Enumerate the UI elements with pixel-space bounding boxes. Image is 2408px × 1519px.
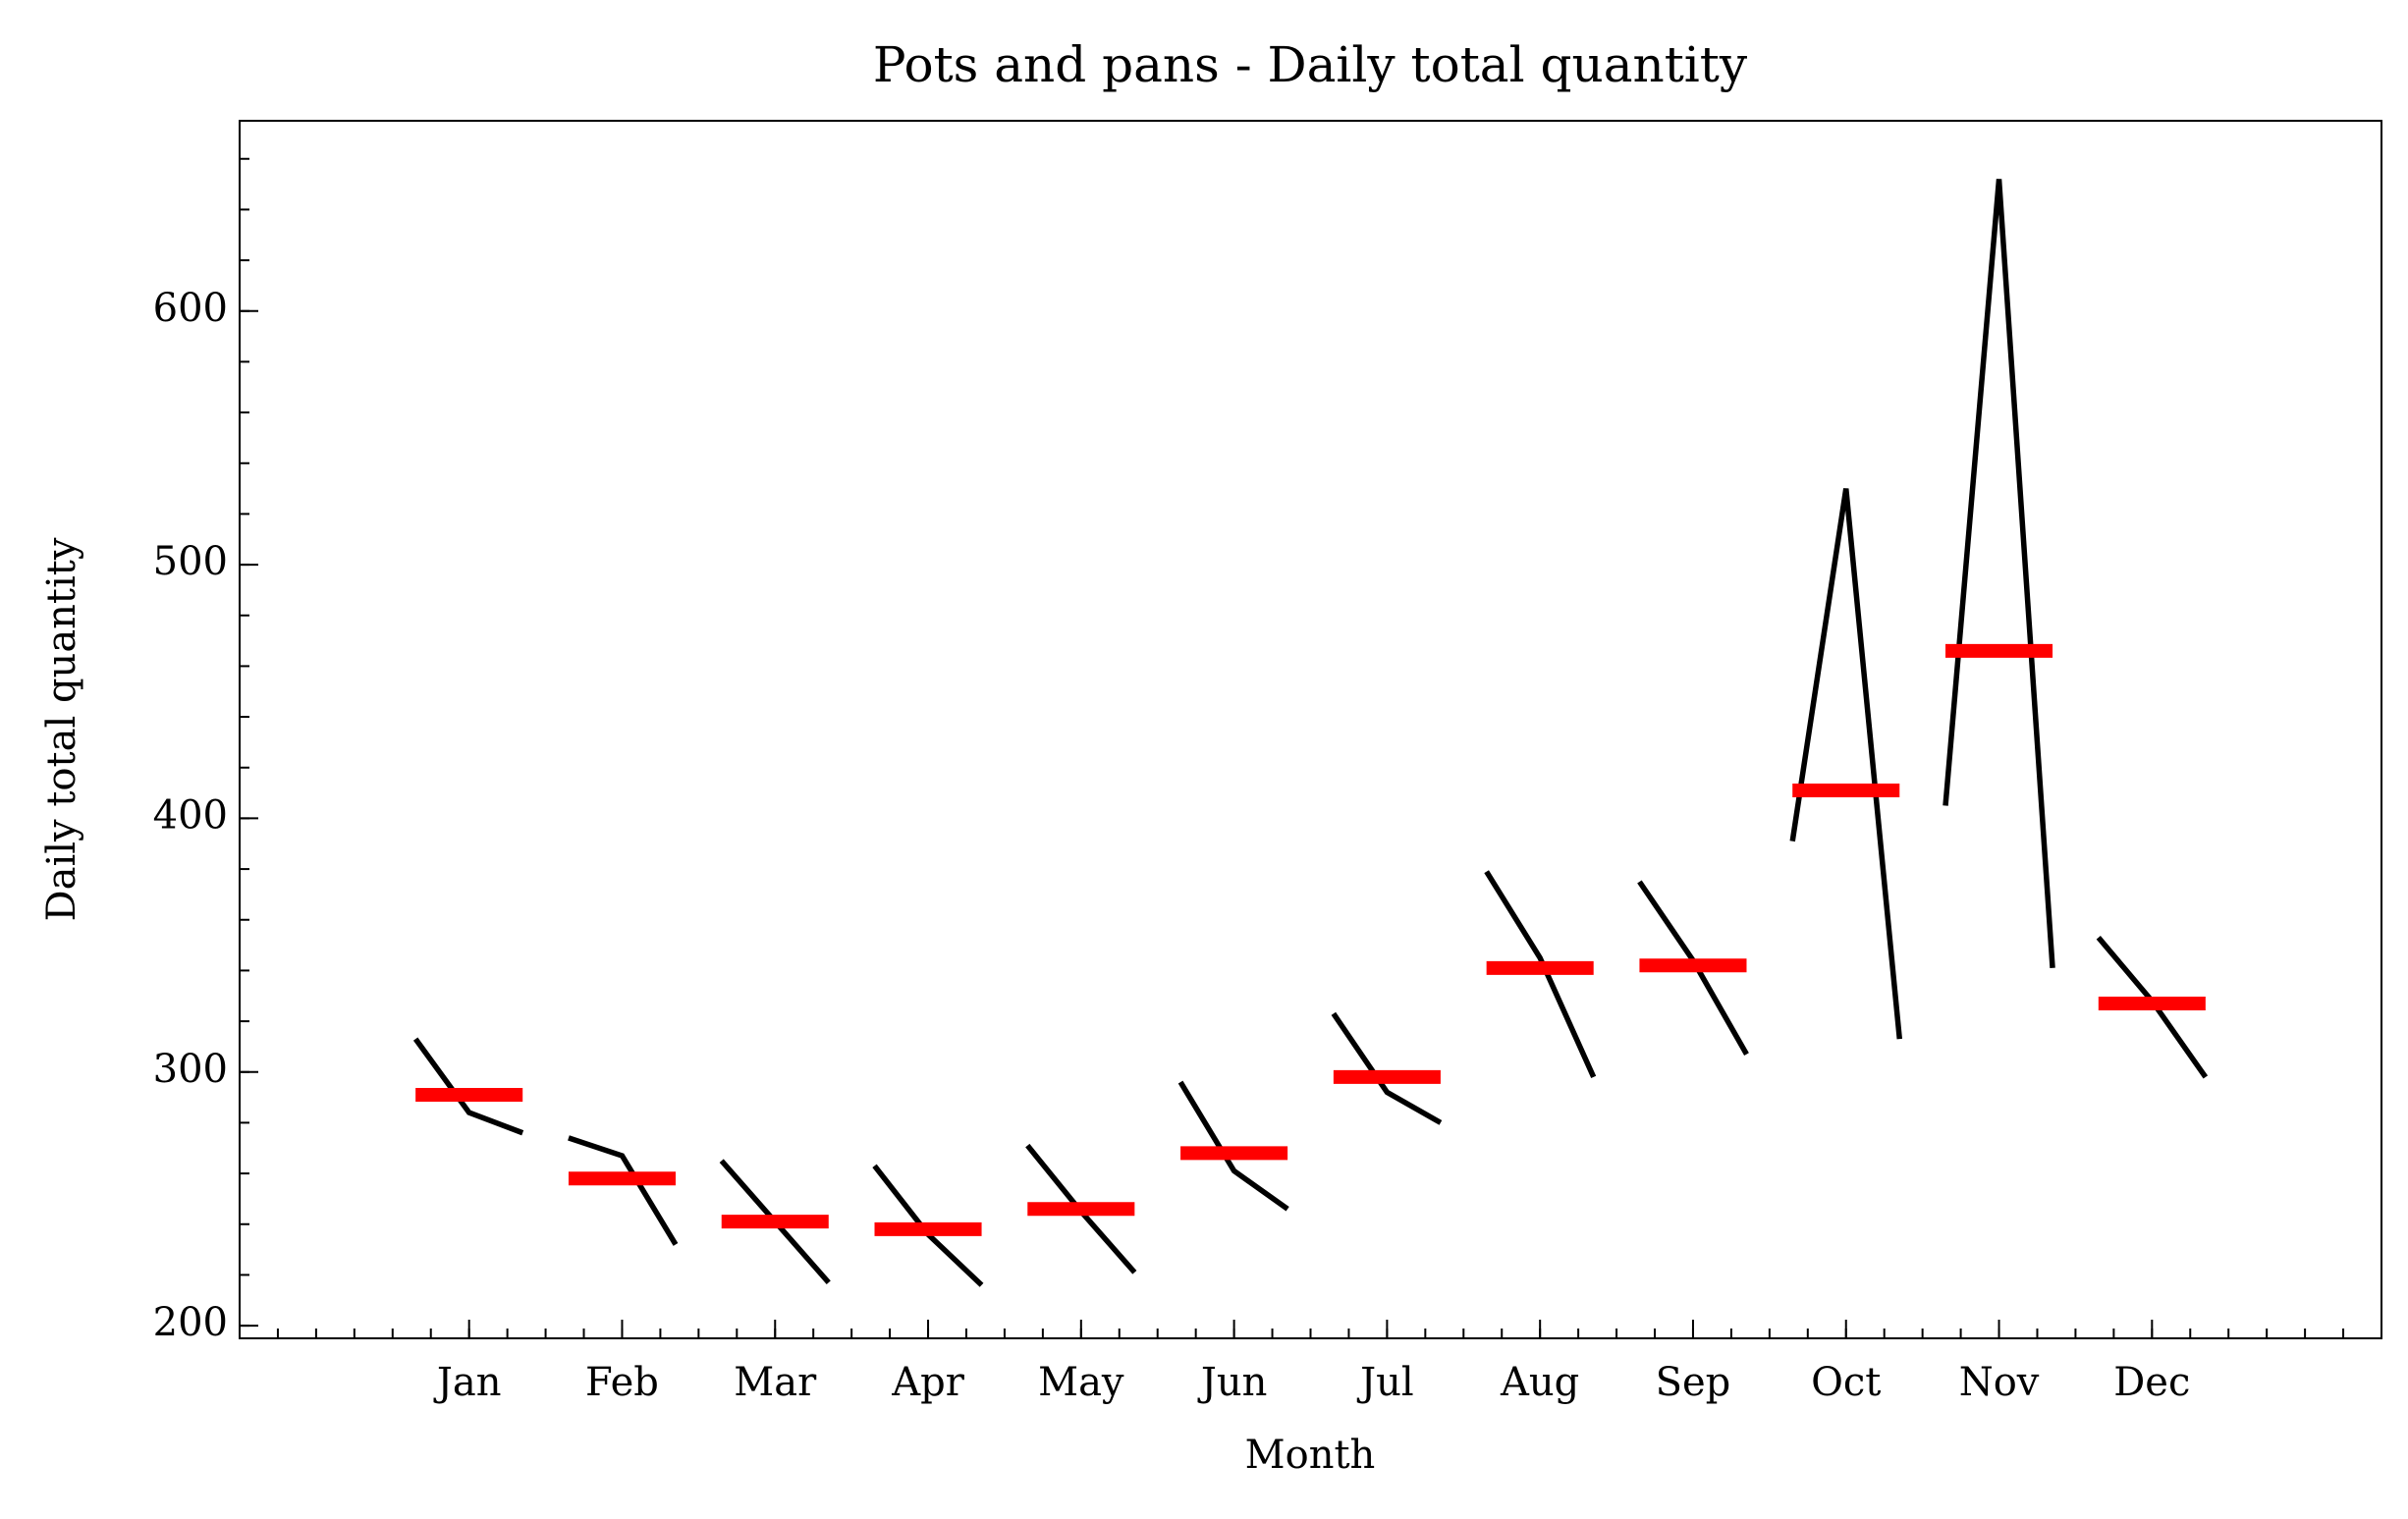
x-tick-label: Feb — [585, 1360, 659, 1405]
x-tick-label: May — [1038, 1360, 1124, 1405]
y-tick-label: 600 — [153, 286, 228, 331]
x-tick-label: Nov — [1959, 1360, 2040, 1405]
x-tick-label: Mar — [734, 1360, 817, 1405]
x-axis-label: Month — [1245, 1433, 1376, 1478]
x-tick-label: Jun — [1197, 1360, 1268, 1405]
x-tick-label: Oct — [1811, 1360, 1881, 1405]
subseries-line — [1789, 488, 1903, 1040]
subseries-line — [412, 1037, 524, 1136]
x-tick-label: Jul — [1356, 1360, 1414, 1405]
subseries-line — [568, 1135, 679, 1246]
y-tick-label: 500 — [153, 539, 228, 584]
y-tick-label: 400 — [153, 792, 228, 838]
x-tick-label: Sep — [1656, 1360, 1731, 1405]
plot-frame — [239, 120, 2382, 1339]
subseries-line — [1943, 179, 2055, 969]
y-tick-label: 300 — [153, 1047, 228, 1092]
y-axis-label: Daily total quantity — [39, 537, 84, 921]
x-tick-label: Apr — [891, 1360, 964, 1405]
chart-title: Pots and pans - Daily total quantity — [873, 36, 1748, 93]
subseries-line — [1177, 1080, 1289, 1212]
subseries-line — [1331, 1011, 1443, 1125]
y-tick-label: 200 — [153, 1300, 228, 1345]
subseries-line — [1484, 870, 1597, 1079]
x-tick-label: Dec — [2113, 1360, 2190, 1405]
x-tick-label: Jan — [433, 1360, 502, 1405]
x-tick-label: Aug — [1500, 1360, 1579, 1405]
